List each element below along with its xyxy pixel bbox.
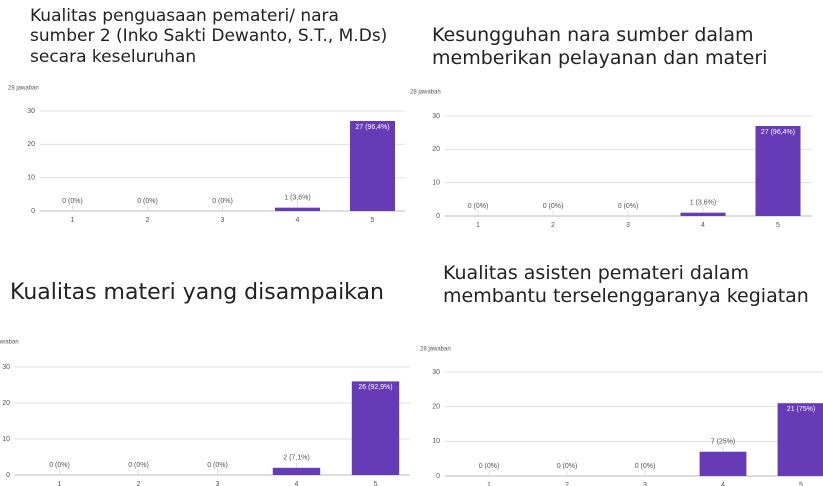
value-label: 0 (0%) (618, 203, 639, 210)
x-tick-label: 2 (551, 222, 555, 229)
value-label: 0 (0%) (468, 203, 489, 210)
value-label: 21 (75%) (787, 406, 815, 413)
bar (351, 381, 400, 475)
x-tick-label: 3 (221, 217, 225, 224)
x-tick-label: 1 (487, 482, 491, 486)
bar (699, 451, 747, 476)
y-tick-label: 20 (27, 141, 35, 148)
chart-title: Kualitas materi yang disampaikan (10, 280, 384, 305)
chart-title: Kualitas asisten pemateri dalam membantu… (443, 262, 809, 307)
response-count: 28 jawaban (8, 86, 39, 92)
y-tick-label: 20 (432, 146, 440, 153)
y-tick-label: 10 (27, 175, 35, 182)
value-label: 26 (92,9%) (358, 384, 392, 391)
y-tick-label: 10 (432, 438, 440, 445)
x-tick-label: 4 (701, 222, 705, 229)
y-tick-label: 0 (436, 213, 440, 220)
x-tick-label: 2 (565, 482, 569, 486)
x-tick-label: 2 (137, 481, 141, 486)
y-tick-label: 0 (31, 208, 35, 215)
bar (275, 207, 320, 211)
y-tick-label: 0 (6, 472, 10, 479)
x-tick-label: 1 (71, 217, 75, 224)
x-tick-label: 4 (721, 482, 725, 486)
bar (755, 126, 801, 216)
value-label: 0 (0%) (479, 463, 500, 470)
x-tick-label: 5 (374, 481, 378, 486)
x-tick-label: 3 (216, 481, 220, 486)
response-count: 28 jawaban (420, 347, 451, 353)
value-label: 1 (3,6%) (690, 200, 716, 207)
x-tick-label: 2 (146, 217, 150, 224)
response-count: 28 jawaban (410, 90, 441, 96)
response-count: 28 jawaban (0, 340, 19, 346)
y-tick-label: 20 (432, 404, 440, 411)
x-tick-label: 1 (476, 222, 480, 229)
value-label: 0 (0%) (137, 198, 158, 205)
y-tick-label: 0 (436, 473, 440, 480)
value-label: 0 (0%) (128, 462, 149, 469)
value-label: 0 (0%) (49, 462, 70, 469)
x-tick-label: 1 (58, 481, 62, 486)
bar (680, 212, 726, 216)
value-label: 0 (0%) (212, 198, 233, 205)
bar (777, 403, 823, 476)
value-label: 0 (0%) (635, 463, 656, 470)
x-tick-label: 5 (776, 222, 780, 229)
x-tick-label: 3 (626, 222, 630, 229)
y-tick-label: 30 (2, 364, 10, 371)
x-tick-label: 5 (799, 482, 803, 486)
chart-title: Kesungguhan nara sumber dalam memberikan… (432, 24, 768, 69)
value-label: 2 (7,1%) (283, 455, 309, 462)
x-tick-label: 5 (371, 217, 375, 224)
y-tick-label: 30 (432, 369, 440, 376)
bar (350, 121, 395, 211)
chart-title: Kualitas penguasaan pemateri/ nara sumbe… (30, 6, 388, 67)
y-tick-label: 10 (432, 180, 440, 187)
value-label: 0 (0%) (62, 198, 83, 205)
value-label: 0 (0%) (543, 203, 564, 210)
value-label: 0 (0%) (557, 463, 578, 470)
value-label: 0 (0%) (207, 462, 228, 469)
x-tick-label: 3 (643, 482, 647, 486)
value-label: 27 (96,4%) (355, 124, 389, 131)
x-tick-label: 4 (295, 481, 299, 486)
x-tick-label: 4 (296, 217, 300, 224)
value-label: 27 (96,4%) (761, 129, 795, 136)
value-label: 1 (3,6%) (284, 195, 310, 202)
y-tick-label: 10 (2, 436, 10, 443)
y-tick-label: 30 (27, 108, 35, 115)
bar (272, 467, 321, 475)
y-tick-label: 30 (432, 113, 440, 120)
y-tick-label: 20 (2, 400, 10, 407)
value-label: 7 (25%) (711, 439, 736, 446)
